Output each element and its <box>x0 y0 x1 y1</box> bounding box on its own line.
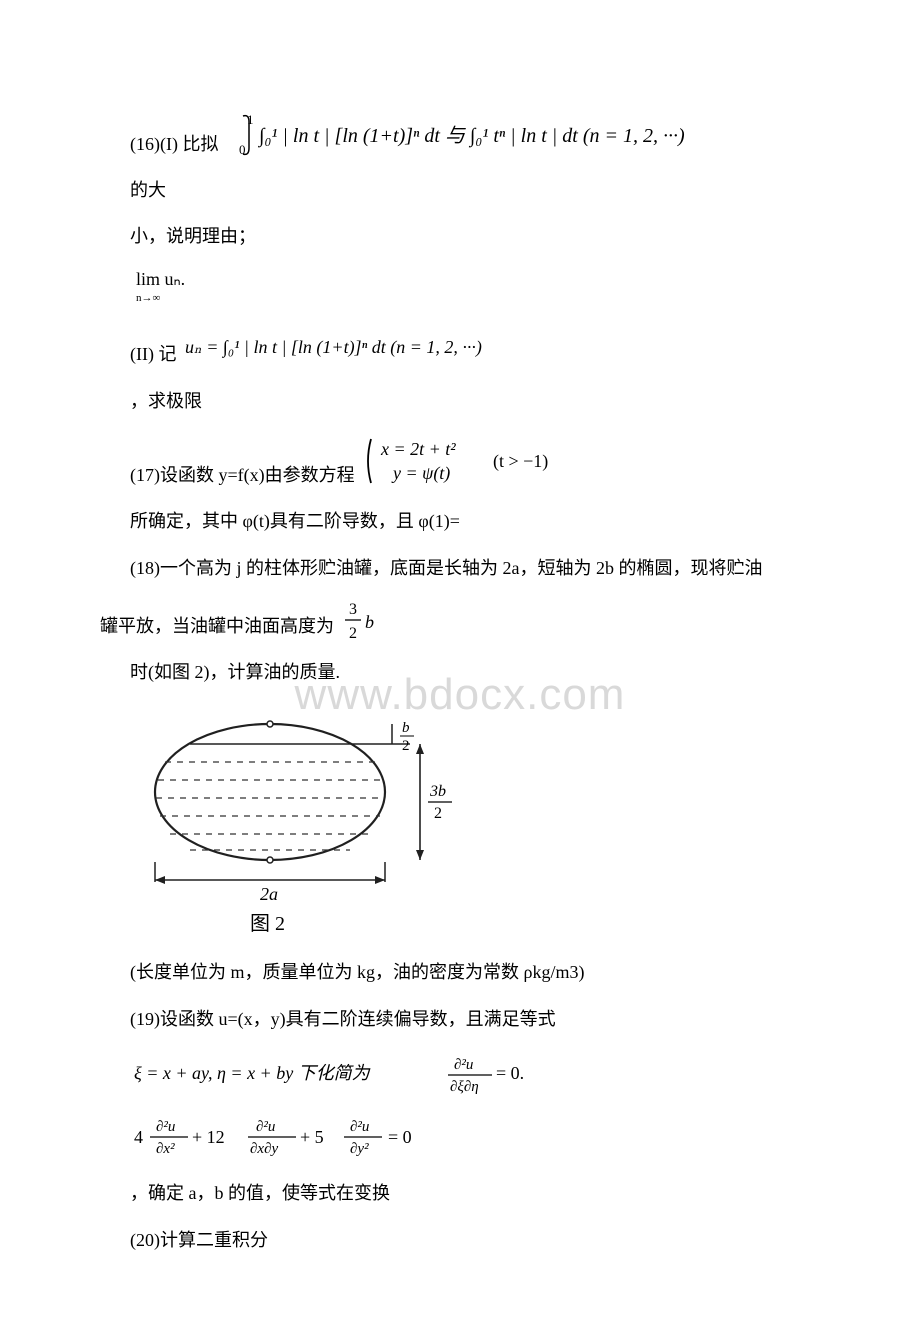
three-half-b: 3 2 b <box>343 598 383 642</box>
svg-text:∂x²: ∂x² <box>156 1141 175 1157</box>
problem-18b: 罐平放，当油罐中油面高度为 3 2 b <box>100 598 820 642</box>
svg-text:3: 3 <box>349 601 357 618</box>
text-xiao-shuoming: 小，说明理由； <box>100 220 820 252</box>
svg-text:4: 4 <box>134 1127 143 1147</box>
svg-text:+ 5: + 5 <box>300 1127 324 1147</box>
svg-text:lim uₙ.: lim uₙ. <box>136 269 185 289</box>
text-de-da: 的大 <box>100 174 820 206</box>
figure-2: b 2 3b 2 2a 图 2 <box>100 702 820 942</box>
svg-text:∂y²: ∂y² <box>350 1141 369 1157</box>
lim-un: lim uₙ. n→∞ <box>134 267 214 307</box>
svg-text:2a: 2a <box>260 884 278 904</box>
problem-17: (17)设函数 y=f(x)由参数方程 x = 2t + t² y = ψ(t)… <box>100 431 820 491</box>
text-units: (长度单位为 m，质量单位为 kg，油的密度为常数 ρkg/m3) <box>100 956 820 988</box>
svg-text:2: 2 <box>349 625 357 642</box>
problem-19: (19)设函数 u=(x，y)具有二阶连续偏导数，且满足等式 <box>100 1003 820 1035</box>
pde-eq: 4 ∂²u ∂x² + 12 ∂²u ∂x∂y + 5 ∂²u ∂y² = 0 <box>134 1111 494 1163</box>
text-17-tail: 所确定，其中 φ(t)具有二阶导数，且 φ(1)= <box>100 505 820 537</box>
text-18-time: 时(如图 2)，计算油的质量. <box>100 656 820 688</box>
problem-18: (18)一个高为 j 的柱体形贮油罐，底面是长轴为 2a，短轴为 2b 的椭圆，… <box>100 552 820 584</box>
parametric-eq: x = 2t + t² y = ψ(t) (t > −1) <box>363 431 583 491</box>
svg-text:+ 12: + 12 <box>192 1127 225 1147</box>
prefix-16i: (16)(I) 比拟 <box>130 128 223 160</box>
ellipse-diagram: b 2 3b 2 2a 图 2 <box>130 702 470 942</box>
svg-text:= 0: = 0 <box>388 1127 412 1147</box>
svg-text:ξ = x + ay, η = x + by 下化简为: ξ = x + ay, η = x + by 下化简为 <box>134 1063 371 1083</box>
problem-16-ii: (II) 记 uₙ = ∫₀¹ | ln t | [ln (1+t)]ⁿ dt … <box>100 321 820 371</box>
svg-text:∫₀¹ | ln t | [ln (1+t)]ⁿ dt 与: ∫₀¹ | ln t | [ln (1+t)]ⁿ dt 与 ∫₀¹ tⁿ | l… <box>257 125 685 148</box>
text-qiu-jixian: ，求极限 <box>100 385 820 417</box>
svg-text:∂²u: ∂²u <box>454 1057 473 1073</box>
svg-text:∂²u: ∂²u <box>350 1119 369 1135</box>
svg-text:n→∞: n→∞ <box>136 292 161 304</box>
svg-text:∂ξ∂η: ∂ξ∂η <box>450 1079 479 1095</box>
svg-text:b: b <box>402 720 410 736</box>
text-confirm-ab: ，确定 a，b 的值，使等式在变换 <box>100 1177 820 1209</box>
svg-text:2: 2 <box>402 738 410 754</box>
pde-main: 4 ∂²u ∂x² + 12 ∂²u ∂x∂y + 5 ∂²u ∂y² = 0 <box>100 1111 820 1163</box>
svg-text:∂x∂y: ∂x∂y <box>250 1141 278 1157</box>
svg-text:uₙ = ∫₀¹ | ln t | [ln (1+t)]ⁿ: uₙ = ∫₀¹ | ln t | [ln (1+t)]ⁿ dt (n = 1,… <box>185 337 482 358</box>
svg-text:1: 1 <box>247 112 254 127</box>
svg-text:2: 2 <box>434 805 442 822</box>
limit-expr: lim uₙ. n→∞ <box>100 267 820 307</box>
svg-text:∂²u: ∂²u <box>156 1119 175 1135</box>
svg-text:y = ψ(t): y = ψ(t) <box>391 463 450 484</box>
prefix-16ii: (II) 记 <box>130 338 181 370</box>
document-page: www.bdocx.com (16)(I) 比拟 1 0 ∫₀¹ | ln t … <box>0 0 920 1330</box>
xi-eta-line: ξ = x + ay, η = x + by 下化简为 ∂²u ∂ξ∂η = 0… <box>100 1049 820 1097</box>
problem-20: (20)计算二重积分 <box>100 1224 820 1256</box>
svg-text:图 2: 图 2 <box>250 913 285 935</box>
svg-text:∂²u: ∂²u <box>256 1119 275 1135</box>
svg-text:b: b <box>365 612 374 632</box>
integral-comparison: 1 0 ∫₀¹ | ln t | [ln (1+t)]ⁿ dt 与 ∫₀¹ tⁿ… <box>223 104 741 160</box>
un-definition: uₙ = ∫₀¹ | ln t | [ln (1+t)]ⁿ dt (n = 1,… <box>185 321 565 371</box>
problem-16-i: (16)(I) 比拟 1 0 ∫₀¹ | ln t | [ln (1+t)]ⁿ … <box>100 104 820 160</box>
xi-eta-math: ξ = x + ay, η = x + by 下化简为 ∂²u ∂ξ∂η = 0… <box>134 1049 614 1097</box>
svg-text:3b: 3b <box>429 783 446 800</box>
svg-text:x = 2t + t²: x = 2t + t² <box>380 439 456 459</box>
prefix-17: (17)设函数 y=f(x)由参数方程 <box>130 459 359 491</box>
svg-text:(t > −1): (t > −1) <box>493 451 548 472</box>
svg-text:= 0.: = 0. <box>496 1063 524 1083</box>
